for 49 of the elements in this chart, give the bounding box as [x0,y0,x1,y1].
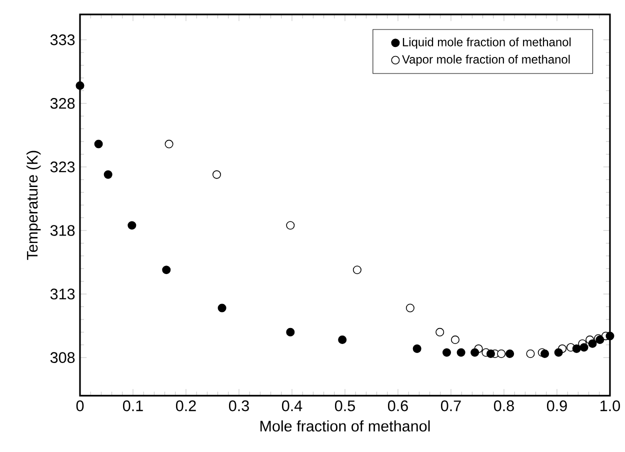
legend-label: Vapor mole fraction of methanol [402,54,570,66]
x-tick-label: 0.8 [494,400,514,412]
point [442,348,451,357]
y-tick-label: 333 [50,34,75,46]
y-axis-title: Temperature (K) [26,150,41,260]
point [436,328,444,336]
point [412,344,422,353]
point [338,336,347,344]
point [94,140,103,148]
x-tick-label: 0 [76,400,84,412]
x-tick-label: 0.3 [228,400,249,412]
x-tick-label: 0.2 [176,400,196,412]
x-tick-label: 0.7 [440,400,461,412]
point [470,348,480,357]
point [554,348,563,357]
point [572,344,581,353]
x-tick-label: 0.6 [388,400,408,412]
legend-label: Liquid mole fraction of methanol [402,38,571,49]
point [128,221,136,230]
point [588,339,597,348]
point [286,221,295,230]
x-tick-label: 0.4 [282,400,302,412]
point [164,140,174,148]
x-tick-label: 0.1 [122,400,143,412]
point [540,350,550,358]
point [497,350,506,358]
y-tick-label: 323 [50,162,75,172]
point [352,266,362,274]
y-tick-label: 313 [50,288,75,300]
point [450,336,460,344]
point [212,170,221,179]
x-tick-label: 0.5 [334,400,355,412]
point [506,350,514,358]
point [76,81,84,90]
point [286,328,295,336]
x-axis-title: Mole fraction of methanol [260,420,430,432]
point [580,343,588,352]
point [104,170,112,179]
point [162,266,171,274]
x-tick-label: 1.0 [600,400,620,412]
point [406,304,414,312]
point [456,348,466,357]
point [526,350,535,358]
y-tick-label: 328 [50,98,75,109]
point [486,350,495,358]
x-tick-label: 0.9 [546,400,567,412]
y-tick-label: 318 [50,225,75,236]
point [218,304,226,312]
y-tick-label: 308 [50,352,75,363]
